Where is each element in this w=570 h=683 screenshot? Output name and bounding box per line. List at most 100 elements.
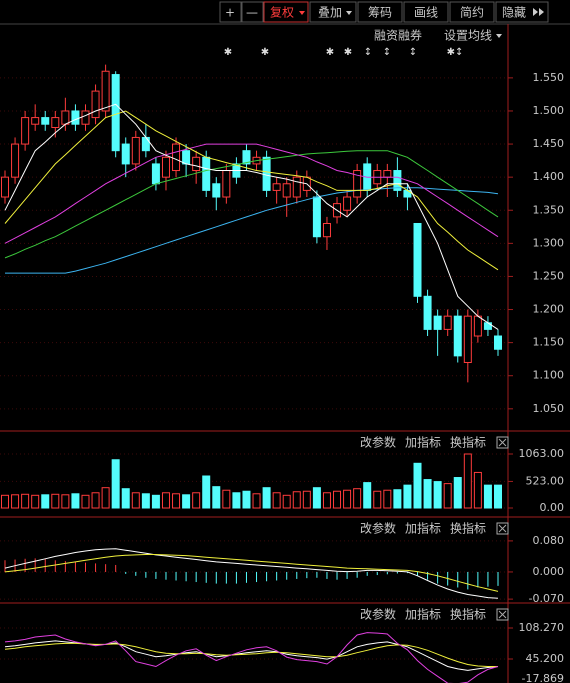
volume-bar [141, 493, 150, 509]
y-tick-label: 1.200 [533, 303, 565, 316]
volume-bar [373, 490, 382, 509]
indicator-line [4, 554, 499, 592]
close-button[interactable] [496, 608, 509, 621]
candle-body [202, 156, 211, 191]
candle-body [31, 117, 40, 125]
volume-bar [322, 492, 331, 509]
candle-body [312, 196, 321, 238]
marker: ✱↕ [447, 47, 464, 58]
volume-bar [192, 492, 201, 509]
candle-body [423, 295, 432, 330]
indicator-line [4, 150, 499, 259]
volume-bar [403, 484, 412, 509]
button-label[interactable]: — [246, 6, 258, 20]
volume-bar [222, 489, 231, 509]
candle-body [343, 196, 352, 211]
link[interactable]: 融资融券 [374, 28, 422, 43]
y-tick-label: 523.00 [526, 474, 565, 487]
button[interactable] [403, 1, 449, 23]
expand-icon [533, 8, 544, 16]
volume-bar [423, 479, 432, 509]
candle-body [151, 163, 160, 185]
volume-bar [473, 471, 482, 509]
candle-body [483, 322, 492, 330]
panel-button[interactable]: 换指标 [450, 521, 486, 536]
volume-bar [131, 492, 140, 509]
button-label[interactable]: 筹码 [368, 6, 392, 20]
volume-bar [413, 462, 422, 509]
candle-body [101, 70, 110, 112]
candle-body [81, 110, 90, 125]
candle-body [131, 136, 140, 165]
button-label[interactable]: 简约 [460, 5, 484, 20]
volume-bar [282, 494, 291, 509]
link[interactable]: 设置均线 [444, 29, 492, 43]
volume-bar [121, 488, 130, 509]
candle-body [182, 150, 191, 165]
panel-button[interactable]: 加指标 [405, 435, 441, 450]
volume-bar [252, 493, 261, 509]
candle-body [473, 315, 482, 337]
y-tick-label: 1.350 [533, 203, 565, 216]
volume-bar [242, 490, 251, 509]
close-button[interactable] [496, 436, 509, 449]
indicator-line [4, 110, 499, 271]
button[interactable] [309, 1, 357, 23]
button-label[interactable]: 画线 [414, 6, 438, 20]
panel [0, 540, 508, 600]
indicator-line [4, 632, 499, 683]
candle-body [494, 335, 502, 350]
indicator-line [4, 548, 499, 599]
y-tick-label: 45.200 [526, 652, 565, 665]
button[interactable] [495, 1, 549, 23]
candle-body [212, 183, 221, 198]
button-label[interactable]: + [225, 6, 235, 20]
panel [0, 453, 508, 509]
panel-button[interactable]: 加指标 [405, 607, 441, 622]
y-tick-label: -17.869 [522, 672, 564, 683]
button[interactable] [449, 1, 495, 23]
volume-bar [483, 484, 492, 509]
panel-button[interactable]: 换指标 [450, 435, 486, 450]
panel-button[interactable]: 改参数 [360, 435, 396, 450]
button[interactable] [263, 1, 309, 23]
close-icon [498, 438, 507, 447]
marker: ↕ [383, 47, 391, 58]
close-button[interactable] [496, 522, 509, 535]
volume-bar [1, 494, 9, 509]
candle-body [322, 222, 331, 238]
button-label[interactable]: 叠加 [318, 6, 342, 20]
candle-body [71, 110, 80, 125]
volume-bar [161, 492, 170, 509]
panel-button[interactable]: 加指标 [405, 521, 441, 536]
volume-bar [11, 494, 20, 509]
candle-body [141, 136, 150, 152]
candle-body [292, 176, 301, 198]
y-tick-label: 1063.00 [519, 447, 565, 460]
volume-bar [463, 453, 472, 509]
close-icon [498, 610, 507, 619]
candle-body [242, 150, 251, 165]
candle-body [272, 183, 281, 191]
toolbar: + — 复权 叠加 筹码 画线 简约 隐藏 [219, 1, 549, 23]
close-icon [498, 524, 507, 533]
candle-body [192, 156, 201, 172]
volume-bar [363, 482, 372, 509]
button[interactable] [241, 1, 264, 23]
y-tick-label: 1.250 [533, 269, 565, 282]
panel-button[interactable]: 改参数 [360, 521, 396, 536]
volume-bar [21, 493, 30, 509]
button[interactable] [219, 1, 242, 23]
volume-bar [343, 489, 352, 509]
candle-body [41, 117, 50, 125]
panel-button[interactable]: 换指标 [450, 607, 486, 622]
y-tick-label: 1.400 [533, 170, 565, 183]
button[interactable] [357, 1, 403, 23]
candle-body [222, 170, 231, 198]
panel-button[interactable]: 改参数 [360, 607, 396, 622]
candle-body [1, 176, 9, 198]
button-label[interactable]: 隐藏 [502, 6, 526, 20]
button-label[interactable]: 复权 [270, 6, 294, 20]
candle-body [433, 315, 442, 330]
y-tick-label: 0.000 [533, 565, 565, 578]
